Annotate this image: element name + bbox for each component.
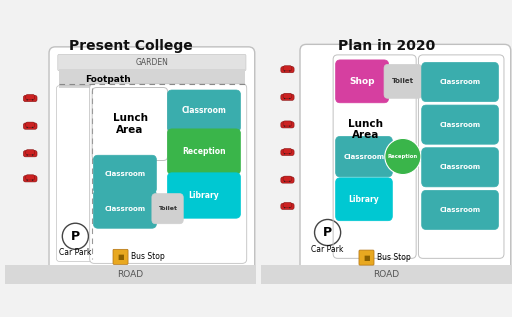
Bar (261, 265, 512, 284)
Text: Classroom: Classroom (439, 207, 481, 213)
Circle shape (32, 127, 33, 128)
Text: ROAD: ROAD (117, 270, 144, 279)
Text: Library: Library (349, 195, 379, 204)
FancyBboxPatch shape (281, 94, 294, 100)
Circle shape (27, 154, 28, 156)
FancyBboxPatch shape (113, 249, 128, 264)
FancyBboxPatch shape (336, 60, 389, 103)
Text: P: P (323, 226, 332, 239)
Text: Classroom: Classroom (344, 154, 385, 160)
Text: Bus Stop: Bus Stop (131, 252, 164, 261)
FancyBboxPatch shape (58, 55, 246, 71)
Circle shape (284, 126, 285, 127)
Circle shape (32, 179, 33, 181)
FancyBboxPatch shape (281, 67, 294, 73)
Text: Classroom: Classroom (439, 122, 481, 128)
Text: Bus Stop: Bus Stop (376, 253, 410, 262)
Text: Reception: Reception (182, 147, 226, 156)
Text: Car Park: Car Park (311, 245, 344, 254)
Text: P: P (71, 230, 80, 243)
Text: Classroom: Classroom (439, 79, 481, 85)
FancyBboxPatch shape (336, 178, 392, 221)
Bar (59, 69, 245, 88)
FancyBboxPatch shape (92, 87, 168, 160)
Circle shape (284, 70, 285, 72)
Text: Toilet: Toilet (158, 206, 177, 211)
Circle shape (289, 98, 290, 99)
FancyBboxPatch shape (90, 84, 247, 263)
Text: Lunch
Area: Lunch Area (113, 113, 147, 135)
Text: Shop: Shop (349, 77, 375, 86)
FancyBboxPatch shape (384, 64, 422, 98)
FancyBboxPatch shape (422, 191, 499, 230)
Circle shape (289, 153, 290, 154)
Text: Present College: Present College (69, 39, 193, 53)
Circle shape (27, 99, 28, 100)
FancyBboxPatch shape (422, 148, 499, 187)
Circle shape (385, 139, 421, 175)
FancyBboxPatch shape (49, 47, 255, 273)
FancyBboxPatch shape (336, 136, 392, 177)
FancyBboxPatch shape (422, 62, 499, 101)
Circle shape (284, 98, 285, 99)
FancyBboxPatch shape (26, 94, 35, 100)
Circle shape (32, 99, 33, 100)
FancyBboxPatch shape (24, 151, 37, 157)
Circle shape (289, 207, 290, 208)
Circle shape (27, 127, 28, 128)
Text: ■: ■ (363, 255, 370, 261)
FancyBboxPatch shape (281, 177, 294, 183)
Circle shape (314, 219, 340, 246)
FancyBboxPatch shape (152, 194, 183, 224)
FancyBboxPatch shape (26, 122, 35, 127)
Text: Classroom: Classroom (104, 171, 145, 177)
Text: Plan in 2020: Plan in 2020 (338, 39, 435, 53)
FancyBboxPatch shape (167, 90, 241, 132)
Text: ■: ■ (117, 254, 124, 260)
FancyBboxPatch shape (26, 150, 35, 155)
Circle shape (289, 70, 290, 72)
Circle shape (289, 126, 290, 127)
FancyBboxPatch shape (422, 105, 499, 144)
Text: Reception: Reception (388, 154, 418, 159)
FancyBboxPatch shape (283, 121, 292, 126)
Circle shape (62, 223, 89, 249)
Text: ROAD: ROAD (373, 270, 400, 279)
FancyBboxPatch shape (283, 66, 292, 71)
FancyBboxPatch shape (283, 176, 292, 181)
Text: Classroom: Classroom (439, 164, 481, 170)
FancyBboxPatch shape (93, 155, 156, 193)
Circle shape (284, 207, 285, 208)
FancyBboxPatch shape (359, 250, 374, 265)
FancyBboxPatch shape (167, 129, 241, 174)
FancyBboxPatch shape (281, 203, 294, 210)
FancyBboxPatch shape (300, 44, 511, 273)
FancyBboxPatch shape (26, 175, 35, 180)
Circle shape (27, 179, 28, 181)
Bar (5, 265, 256, 284)
Text: Lunch
Area: Lunch Area (348, 119, 383, 140)
FancyBboxPatch shape (283, 93, 292, 99)
FancyBboxPatch shape (283, 203, 292, 208)
FancyBboxPatch shape (93, 191, 156, 228)
Text: Car Park: Car Park (59, 248, 92, 257)
FancyBboxPatch shape (281, 122, 294, 128)
Circle shape (289, 181, 290, 182)
Circle shape (284, 153, 285, 154)
Text: Library: Library (188, 191, 219, 200)
FancyBboxPatch shape (283, 149, 292, 154)
Text: Classroom: Classroom (104, 206, 145, 212)
FancyBboxPatch shape (167, 173, 241, 218)
Text: GARDEN: GARDEN (136, 58, 168, 67)
FancyBboxPatch shape (281, 149, 294, 156)
Text: Classroom: Classroom (182, 106, 226, 115)
Text: Toilet: Toilet (392, 78, 414, 84)
FancyBboxPatch shape (24, 176, 37, 182)
Circle shape (284, 181, 285, 182)
Circle shape (32, 154, 33, 156)
FancyBboxPatch shape (24, 123, 37, 129)
FancyBboxPatch shape (24, 95, 37, 102)
Text: Footpath: Footpath (86, 75, 131, 84)
